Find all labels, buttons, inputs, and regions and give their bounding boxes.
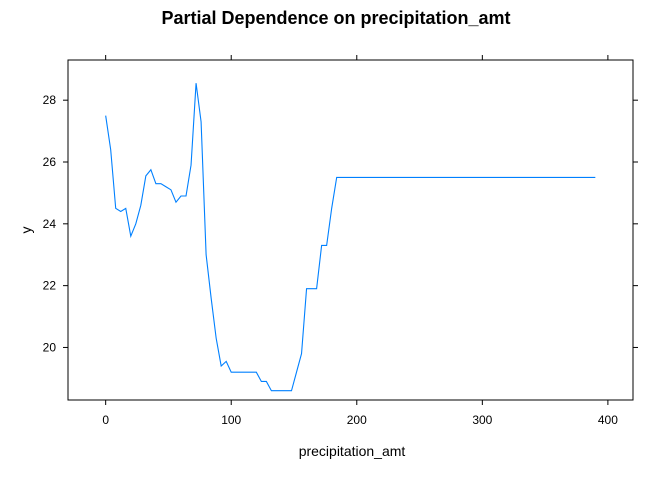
x-tick-label-0: 0 <box>102 413 109 427</box>
y-tick-label-1: 22 <box>43 279 57 293</box>
y-tick-label-2: 24 <box>43 217 57 231</box>
x-tick-label-4: 400 <box>598 413 618 427</box>
y-tick-label-0: 20 <box>43 340 57 354</box>
series-line <box>105 83 596 392</box>
x-tick-label-1: 100 <box>221 413 241 427</box>
x-tick-label-2: 200 <box>347 413 367 427</box>
y-tick-label-3: 26 <box>43 155 57 169</box>
chart-title: Partial Dependence on precipitation_amt <box>161 8 510 28</box>
plot-frame <box>67 59 634 401</box>
x-tick-label-3: 300 <box>472 413 492 427</box>
y-tick-label-4: 28 <box>43 93 57 107</box>
y-axis-label: y <box>18 227 34 234</box>
y-axis-ticks: 20 22 24 26 28 <box>43 93 638 354</box>
x-axis-label: precipitation_amt <box>299 443 406 459</box>
x-axis-ticks: 0 100 200 300 400 <box>102 55 618 427</box>
